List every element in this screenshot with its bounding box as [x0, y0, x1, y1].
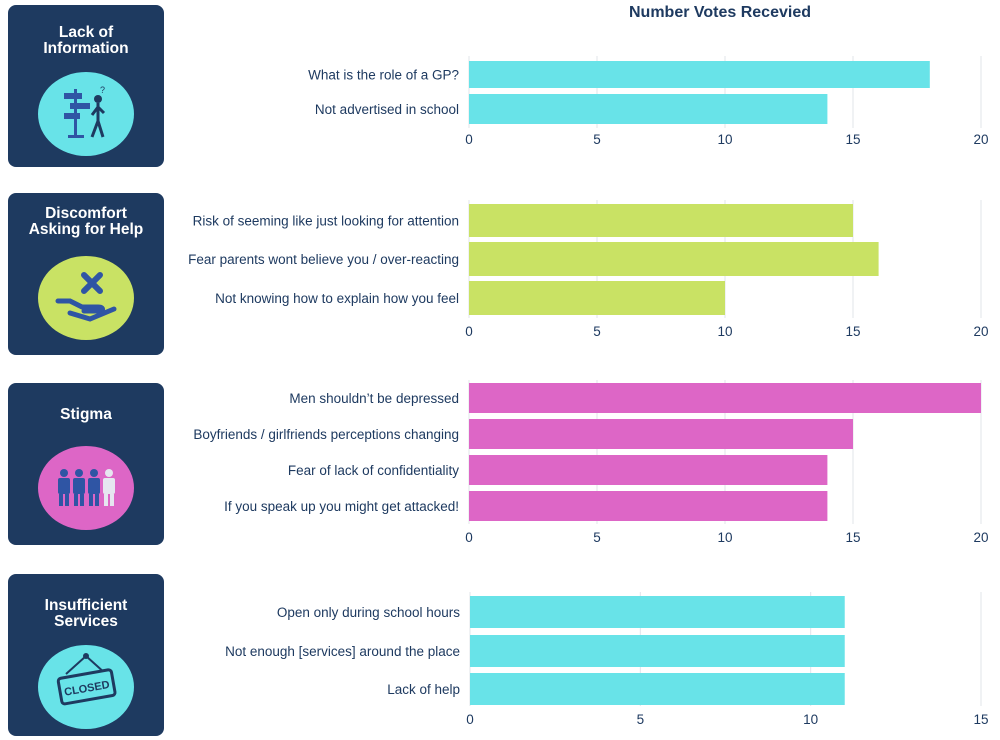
category-label: Lack of help — [387, 682, 460, 697]
tick-label: 0 — [466, 712, 474, 727]
tick-label: 20 — [973, 132, 988, 147]
category-label: If you speak up you might get attacked! — [224, 499, 459, 514]
tick-label: 0 — [465, 530, 473, 545]
hand-with-cross-icon — [36, 255, 136, 341]
category-label: Open only during school hours — [277, 605, 460, 620]
closed-sign-icon: CLOSED — [36, 644, 136, 730]
tick-label: 20 — [973, 324, 988, 339]
tick-label: 10 — [717, 530, 732, 545]
card-title-line: Information — [43, 40, 129, 57]
tick-label: 5 — [637, 712, 645, 727]
card-insufficient-services: Insufficient Services CLOSED — [8, 574, 164, 736]
bar — [470, 635, 845, 667]
card-title: Insufficient Services — [8, 598, 164, 630]
card-title-line: Insufficient — [44, 597, 128, 614]
tick-label: 15 — [973, 712, 988, 727]
card-title-line: Services — [54, 613, 118, 630]
category-label: What is the role of a GP? — [308, 68, 459, 83]
bar — [469, 61, 930, 88]
card-title: Discomfort Asking for Help — [8, 206, 164, 238]
tick-label: 10 — [717, 324, 732, 339]
bar — [469, 281, 725, 315]
card-title-line: Asking for Help — [28, 221, 144, 238]
category-label: Men shouldn’t be depressed — [289, 391, 459, 406]
card-title: Lack of Information — [8, 25, 164, 57]
bar — [469, 491, 828, 521]
tick-label: 5 — [593, 132, 601, 147]
tick-label: 10 — [803, 712, 818, 727]
category-label: Boyfriends / girlfriends perceptions cha… — [193, 427, 459, 442]
category-label: Not advertised in school — [315, 102, 459, 117]
category-label: Not knowing how to explain how you feel — [215, 291, 459, 306]
category-label: Fear parents wont believe you / over-rea… — [188, 252, 459, 267]
tick-label: 0 — [465, 132, 473, 147]
category-label: Risk of seeming like just looking for at… — [193, 214, 459, 229]
bar — [469, 419, 853, 449]
category-label: Not enough [services] around the place — [225, 644, 460, 659]
bar — [470, 673, 845, 705]
card-title-line: Lack of — [58, 24, 114, 41]
tick-label: 5 — [593, 530, 601, 545]
bar — [470, 596, 845, 628]
bar — [469, 383, 981, 413]
card-discomfort-asking-for-help: Discomfort Asking for Help — [8, 193, 164, 355]
tick-label: 5 — [593, 324, 601, 339]
bar — [469, 242, 879, 276]
tick-label: 15 — [845, 530, 860, 545]
bar — [469, 455, 828, 485]
card-title: Stigma — [8, 407, 164, 423]
tick-label: 15 — [845, 324, 860, 339]
tick-label: 0 — [465, 324, 473, 339]
people-group-icon — [36, 445, 136, 531]
category-label: Fear of lack of confidentiality — [288, 463, 459, 478]
tick-label: 10 — [717, 132, 732, 147]
svg-text:?: ? — [100, 85, 105, 95]
card-title-line: Discomfort — [45, 205, 127, 222]
tick-label: 20 — [973, 530, 988, 545]
card-lack-of-information: Lack of Information ? — [8, 5, 164, 167]
chart-title: Number Votes Recevied — [629, 4, 811, 21]
card-stigma: Stigma — [8, 383, 164, 545]
bar — [469, 94, 828, 124]
bar — [469, 204, 853, 237]
tick-label: 15 — [845, 132, 860, 147]
card-title-line: Stigma — [60, 406, 112, 423]
signpost-confused-person-icon: ? — [36, 71, 136, 157]
